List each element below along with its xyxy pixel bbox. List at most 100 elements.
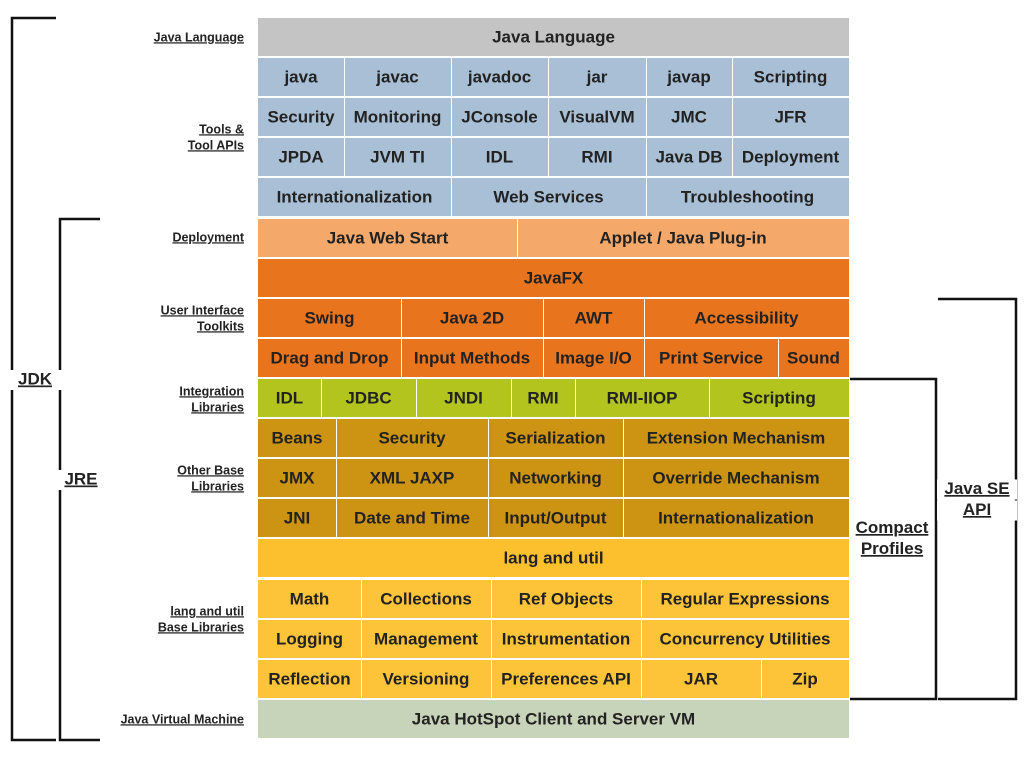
bracket-label: Compact: [856, 518, 929, 537]
cell-label: Scripting: [754, 67, 828, 86]
side-label: Tools &: [199, 122, 244, 136]
layer-cell: [624, 499, 849, 537]
layer-cell: [402, 339, 543, 377]
layer-cell: [492, 620, 641, 658]
cell-label: javadoc: [467, 67, 531, 86]
side-label: Toolkits: [197, 319, 244, 333]
layer-cell: [642, 660, 761, 698]
cell-label: Internationalization: [277, 187, 433, 206]
layer-cell: [362, 620, 491, 658]
bracket-label-bg: [852, 539, 932, 560]
cell-label: IDL: [276, 388, 303, 407]
cell-label: XML JAXP: [370, 468, 455, 487]
cell-label: Versioning: [383, 669, 470, 688]
cell-label: Security: [378, 428, 446, 447]
cell-label: Logging: [276, 629, 343, 648]
layer-cell: [544, 299, 644, 337]
layer-cell: [258, 379, 321, 417]
cell-label: RMI-IIOP: [607, 388, 678, 407]
layer-cell: [733, 138, 849, 176]
layer-cell: [258, 459, 336, 497]
layer-cell: [337, 419, 488, 457]
layer-cell: [452, 138, 548, 176]
cell-label: Sound: [787, 348, 840, 367]
side-label: Deployment: [172, 230, 244, 244]
cell-label: JVM TI: [370, 147, 425, 166]
layer-cell: [489, 459, 623, 497]
layer-cell: [258, 660, 361, 698]
cell-label: Networking: [509, 468, 602, 487]
layer-cell: [492, 580, 641, 618]
layer-cell: [452, 178, 646, 216]
cell-label: javap: [666, 67, 710, 86]
bracket-label: Java SE: [944, 479, 1009, 498]
cell-label: Swing: [304, 308, 354, 327]
layer-cell: [518, 219, 849, 257]
side-label: Base Libraries: [158, 620, 244, 634]
side-label: Libraries: [191, 400, 244, 414]
layer-cell: [549, 138, 646, 176]
cell-label: JavaFX: [524, 268, 584, 287]
cell-label: Applet / Java Plug-in: [599, 228, 766, 247]
layer-cell: [337, 459, 488, 497]
bracket-label: API: [963, 500, 991, 519]
cell-label: RMI: [527, 388, 558, 407]
layer-cell: [779, 339, 849, 377]
layer-cell: [642, 620, 849, 658]
cell-label: Print Service: [659, 348, 763, 367]
cell-label: Image I/O: [555, 348, 632, 367]
cell-label: JNI: [284, 508, 310, 527]
layer-cell: [710, 379, 849, 417]
layer-cell: [258, 178, 451, 216]
layer-cell: [258, 18, 849, 56]
cell-label: Web Services: [493, 187, 603, 206]
bracket-label: JDK: [18, 369, 53, 388]
layer-cell: [258, 339, 401, 377]
bracket-label-bg: [41, 470, 121, 490]
layer-cell: [489, 499, 623, 537]
cell-label: JConsole: [461, 107, 538, 126]
cell-label: Date and Time: [354, 508, 470, 527]
cell-label: Accessibility: [695, 308, 799, 327]
layer-cell: [258, 299, 401, 337]
cell-label: Java 2D: [440, 308, 504, 327]
layer-cell: [549, 58, 646, 96]
side-label: Other Base: [177, 463, 244, 477]
cell-label: Java Language: [492, 27, 615, 46]
cell-label: Preferences API: [501, 669, 631, 688]
cell-label: JAR: [684, 669, 718, 688]
cell-label: Math: [290, 589, 330, 608]
layer-cell: [624, 459, 849, 497]
layer-cell: [489, 419, 623, 457]
layer-cell: [544, 339, 644, 377]
cell-label: JFR: [774, 107, 806, 126]
layer-cell: [258, 259, 849, 297]
layer-cell: [322, 379, 416, 417]
cell-label: Input/Output: [505, 508, 607, 527]
layer-cell: [345, 98, 451, 136]
side-label: User Interface: [161, 303, 244, 317]
cell-label: JNDI: [444, 388, 483, 407]
cell-label: java: [283, 67, 318, 86]
layer-cell: [762, 660, 849, 698]
layer-cell: [258, 98, 344, 136]
cell-label: Ref Objects: [519, 589, 613, 608]
layer-cell: [258, 700, 849, 738]
cell-label: Internationalization: [658, 508, 814, 527]
layer-cell: [345, 58, 451, 96]
side-label: Libraries: [191, 479, 244, 493]
cell-label: Override Mechanism: [652, 468, 819, 487]
side-label: lang and util: [170, 604, 244, 618]
cell-label: Management: [374, 629, 478, 648]
layer-cell: [647, 98, 732, 136]
cell-label: Java HotSpot Client and Server VM: [412, 709, 695, 728]
layer-cell: [362, 660, 491, 698]
side-label: Java Virtual Machine: [121, 712, 244, 726]
cell-label: Regular Expressions: [660, 589, 829, 608]
cell-label: VisualVM: [559, 107, 634, 126]
cell-label: Zip: [792, 669, 818, 688]
cell-label: AWT: [575, 308, 613, 327]
layer-cell: [576, 379, 709, 417]
cell-label: Drag and Drop: [270, 348, 388, 367]
